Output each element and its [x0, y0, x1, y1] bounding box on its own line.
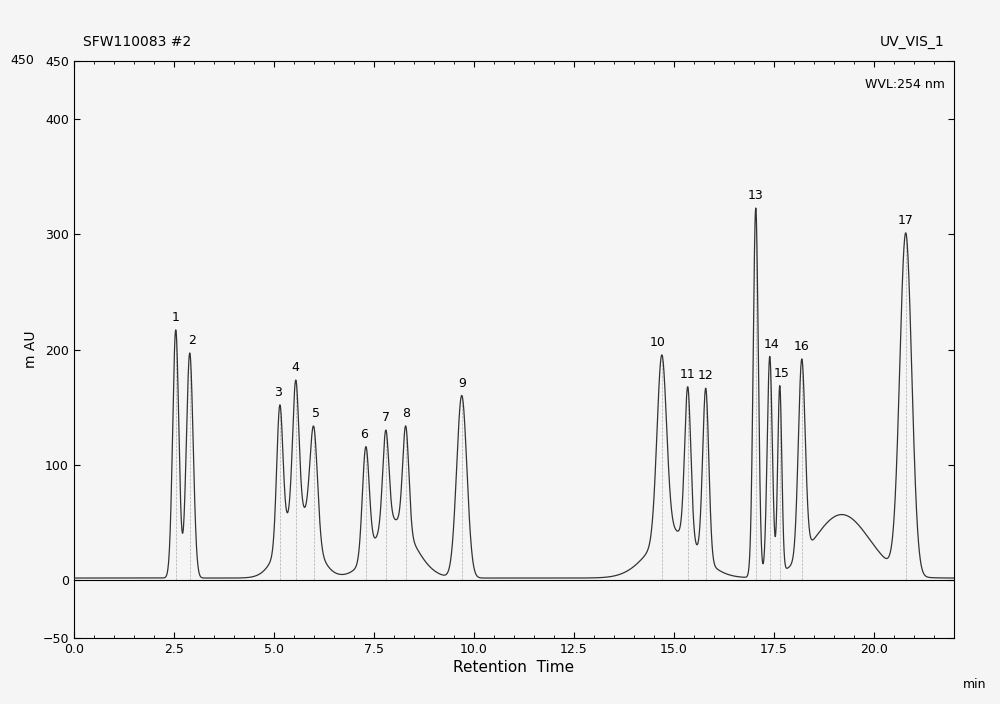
Text: 5: 5	[312, 408, 320, 420]
Text: 14: 14	[764, 338, 780, 351]
Text: UV_VIS_1: UV_VIS_1	[880, 35, 945, 49]
Text: 10: 10	[650, 337, 666, 349]
Text: 17: 17	[898, 214, 914, 227]
Text: 12: 12	[698, 370, 714, 382]
Text: 7: 7	[382, 411, 390, 425]
Text: 9: 9	[458, 377, 466, 390]
Text: 15: 15	[774, 367, 790, 380]
Text: min: min	[963, 679, 986, 691]
Text: 1: 1	[172, 311, 180, 324]
X-axis label: Retention  Time: Retention Time	[453, 660, 574, 675]
Text: 16: 16	[794, 340, 810, 353]
Text: 450: 450	[10, 54, 34, 68]
Y-axis label: m AU: m AU	[24, 331, 38, 368]
Text: 13: 13	[748, 189, 764, 202]
Text: WVL:254 nm: WVL:254 nm	[865, 78, 945, 92]
Text: 3: 3	[274, 386, 282, 399]
Text: 2: 2	[188, 334, 196, 347]
Text: 8: 8	[402, 407, 410, 420]
Text: SFW110083 #2: SFW110083 #2	[83, 35, 191, 49]
Text: 6: 6	[360, 428, 368, 441]
Text: 4: 4	[292, 361, 300, 375]
Text: 11: 11	[680, 368, 696, 381]
